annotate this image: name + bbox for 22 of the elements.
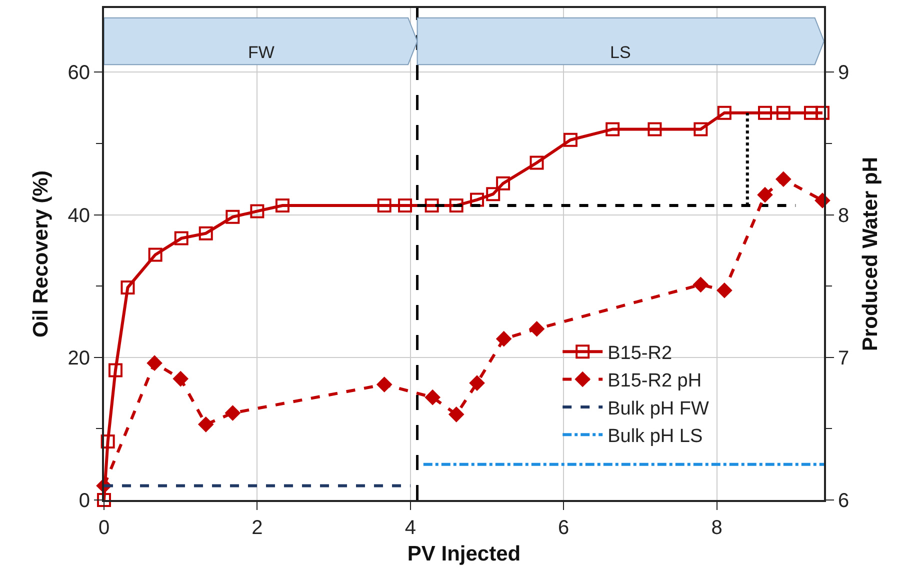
y2-tick-label: 7 <box>838 347 850 370</box>
y2-tick-label: 8 <box>838 204 850 227</box>
y2-tick-label: 6 <box>838 490 850 512</box>
legend-label: Bulk pH FW <box>608 398 710 420</box>
band-label: FW <box>248 43 274 62</box>
x-tick-label: 4 <box>404 517 416 539</box>
legend-label: B15-R2 pH <box>608 370 702 392</box>
band-label: LS <box>610 43 631 62</box>
x-tick-label: 0 <box>98 517 110 539</box>
y-tick-label: 0 <box>78 490 90 512</box>
legend-label: Bulk pH LS <box>608 426 703 448</box>
y-tick-label: 40 <box>68 204 90 227</box>
x-tick-label: 6 <box>558 517 570 539</box>
y-axis-title: Oil Recovery (%) <box>29 170 52 338</box>
legend-label: B15-R2 <box>608 342 672 364</box>
y2-tick-label: 9 <box>838 62 850 84</box>
x-axis-title: PV Injected <box>407 542 521 566</box>
y-tick-label: 60 <box>68 62 90 84</box>
x-tick-label: 8 <box>711 517 722 539</box>
y-tick-label: 20 <box>68 347 90 370</box>
x-tick-label: 2 <box>252 517 263 539</box>
y2-axis-title: Produced Water pH <box>858 156 882 352</box>
